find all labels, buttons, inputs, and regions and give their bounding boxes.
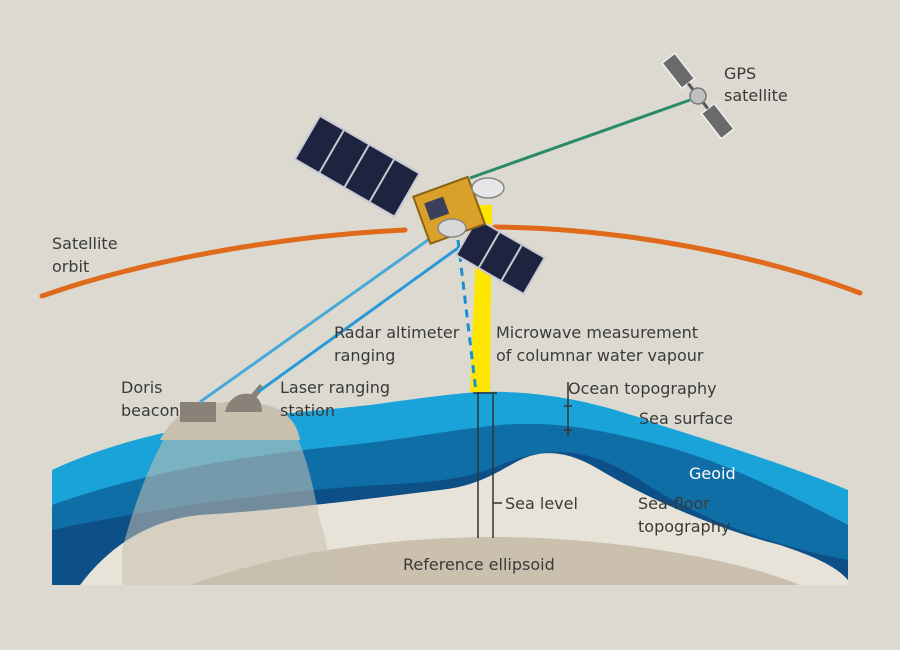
seafloor-label-line1: Sea-floor — [638, 494, 710, 513]
radar-label-line2: ranging — [334, 346, 395, 365]
microwave-label-line2: of columnar water vapour — [496, 346, 704, 365]
reference-ellipsoid-label: Reference ellipsoid — [403, 555, 555, 574]
land-mass — [122, 402, 330, 585]
reference-ellipsoid-layer — [190, 537, 800, 585]
orbit-label-line2: orbit — [52, 257, 89, 276]
radar-altimeter-beam — [456, 239, 478, 393]
doris-beacon-box — [180, 402, 216, 422]
ocean-topography-label: Ocean topography — [568, 379, 717, 398]
laser-label-line2: station — [280, 401, 335, 420]
orbit-label-line1: Satellite — [52, 234, 118, 253]
doris-label-line2: beacon — [121, 401, 180, 420]
satellite-orbit-right — [492, 224, 863, 296]
laser-ranging-beam — [257, 246, 459, 394]
radar-label-line1: Radar altimeter — [334, 323, 460, 342]
doris-ranging-beam — [199, 233, 436, 404]
altimetry-satellite — [293, 114, 547, 296]
gps-satellite — [661, 52, 735, 140]
gps-link-beam — [469, 98, 691, 180]
sea-level-label: Sea level — [505, 494, 578, 513]
satellite-orbit-left — [39, 227, 408, 299]
gps-label-line2: satellite — [724, 86, 788, 105]
microwave-label-line1: Microwave measurement — [496, 323, 698, 342]
doris-label-line1: Doris — [121, 378, 162, 397]
laser-station-telescope — [249, 384, 265, 400]
gps-label-line1: GPS — [724, 64, 756, 83]
laser-label-line1: Laser ranging — [280, 378, 390, 397]
sea-surface-label: Sea surface — [639, 409, 733, 428]
geoid-label: Geoid — [689, 464, 736, 483]
seafloor-label-line2: topography — [638, 517, 730, 536]
